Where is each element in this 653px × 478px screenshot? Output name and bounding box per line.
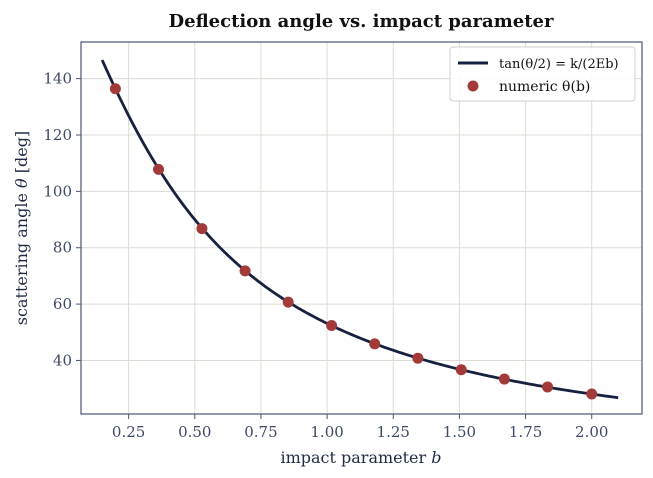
data-point — [586, 388, 598, 400]
legend-box — [449, 46, 636, 102]
y-tick-label: 140 — [43, 70, 72, 88]
x-axis-ticks: 0.25 0.50 0.75 1.00 1.25 1.50 1.75 2.00 — [112, 414, 608, 441]
data-point — [412, 352, 424, 364]
plot-frame — [80, 41, 643, 415]
data-point — [239, 265, 251, 277]
data-point — [282, 296, 294, 308]
x-tick-label: 0.50 — [178, 423, 211, 441]
chart-title: Deflection angle vs. impact parameter — [169, 11, 554, 32]
legend-marker-swatch — [467, 80, 479, 92]
analytic-curve — [100, 59, 619, 400]
legend-label-analytic: tan(θ/2) = k/(2Eb) — [499, 57, 619, 72]
curve-layer — [100, 59, 619, 400]
data-point — [498, 373, 510, 385]
data-point — [153, 163, 165, 175]
y-tick-label: 120 — [43, 126, 72, 144]
y-tick-label: 100 — [43, 182, 72, 200]
x-tick-label: 0.75 — [244, 423, 277, 441]
data-point — [542, 381, 554, 393]
data-point — [196, 223, 208, 235]
data-point — [455, 364, 467, 376]
data-point — [326, 320, 338, 332]
x-tick-label: 1.50 — [443, 423, 476, 441]
x-axis-label: impact parameter b — [280, 448, 441, 467]
y-axis-ticks: 40 60 80 100 120 140 — [43, 70, 81, 369]
legend: tan(θ/2) = k/(2Eb) numeric θ(b) — [449, 46, 636, 102]
x-tick-label: 1.75 — [509, 423, 542, 441]
y-tick-label: 60 — [53, 295, 72, 313]
legend-label-numeric: numeric θ(b) — [499, 79, 590, 95]
x-tick-label: 1.00 — [310, 423, 343, 441]
x-tick-label: 0.25 — [112, 423, 145, 441]
y-tick-label: 80 — [53, 239, 72, 257]
data-point — [109, 83, 121, 95]
x-tick-label: 2.00 — [575, 423, 608, 441]
y-tick-label: 40 — [53, 351, 72, 369]
y-axis-label: scattering angle θ [deg] — [12, 131, 31, 325]
x-tick-label: 1.25 — [377, 423, 410, 441]
data-point — [369, 338, 381, 350]
points-layer — [109, 83, 598, 400]
